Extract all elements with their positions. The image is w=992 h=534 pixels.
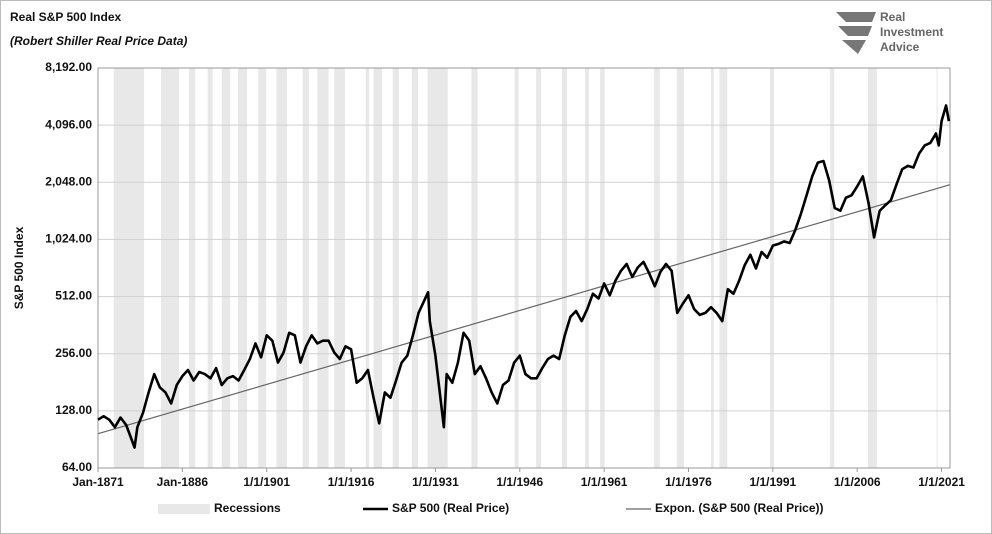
legend-label: Expon. (S&P 500 (Real Price)) <box>655 501 824 515</box>
recession-band <box>867 68 877 468</box>
recession-band <box>427 68 448 468</box>
x-tick-label: 1/1/1946 <box>496 475 543 489</box>
plot-border <box>97 67 951 469</box>
recession-band <box>676 68 684 468</box>
recession-band <box>207 68 213 468</box>
chart-subtitle: (Robert Shiller Real Price Data) <box>10 34 187 48</box>
recession-band <box>600 68 605 468</box>
recession-band <box>258 68 267 468</box>
y-tick-label: 512.00 <box>55 289 92 303</box>
logo: Real Investment Advice <box>836 10 943 54</box>
recession-band <box>654 68 660 468</box>
y-tick-label: 4,096.00 <box>45 117 92 131</box>
recession-band <box>585 68 589 468</box>
x-tick-label: Jan-1886 <box>157 475 209 489</box>
x-tick-label: 1/1/1901 <box>243 475 290 489</box>
y-tick-label: 128.00 <box>55 403 92 417</box>
logo-text: Investment <box>880 25 943 39</box>
y-tick-label: 2,048.00 <box>45 174 92 188</box>
recession-band <box>770 68 774 468</box>
recession-band <box>221 68 231 468</box>
x-tick-label: 1/1/1961 <box>581 475 628 489</box>
recession-band <box>373 68 382 468</box>
chart-title: Real S&P 500 Index <box>10 10 121 24</box>
recession-band <box>392 68 399 468</box>
series-line <box>97 104 951 449</box>
recession-band <box>365 68 370 468</box>
x-tick-label: 1/1/1916 <box>328 475 375 489</box>
recession-band <box>830 68 835 468</box>
recession-band <box>160 68 179 468</box>
logo-text: Real <box>880 10 905 24</box>
legend-label: Recessions <box>214 501 281 515</box>
y-tick-label: 8,192.00 <box>45 60 92 74</box>
recession-band <box>189 68 196 468</box>
recession-band <box>276 68 287 468</box>
recession-band <box>710 68 714 468</box>
legend-label: S&P 500 (Real Price) <box>392 501 509 515</box>
legend-swatch <box>158 504 210 514</box>
logo-text: Advice <box>880 40 920 54</box>
logo-mark <box>836 12 876 54</box>
x-tick-label: 1/1/1991 <box>749 475 796 489</box>
recession-band <box>471 68 478 468</box>
recession-band <box>317 68 329 468</box>
recession-band <box>536 68 542 468</box>
y-tick-label: 64.00 <box>62 460 92 474</box>
recession-band <box>719 68 728 468</box>
series-line <box>97 184 951 435</box>
recession-band <box>936 68 938 468</box>
x-tick-label: 1/1/1976 <box>665 475 712 489</box>
recession-band <box>113 68 145 468</box>
y-axis-label: S&P 500 Index <box>12 226 26 309</box>
recession-band <box>302 68 309 468</box>
recession-band <box>238 68 248 468</box>
y-tick-label: 1,024.00 <box>45 232 92 246</box>
x-tick-label: Jan-1871 <box>72 475 124 489</box>
x-tick-label: 1/1/2021 <box>918 475 965 489</box>
recession-band <box>411 68 418 468</box>
x-tick-label: 1/1/2006 <box>834 475 881 489</box>
x-tick-label: 1/1/1931 <box>412 475 459 489</box>
recession-band <box>334 68 345 468</box>
recession-band <box>561 68 568 468</box>
recession-band <box>514 68 519 468</box>
y-tick-label: 256.00 <box>55 346 92 360</box>
